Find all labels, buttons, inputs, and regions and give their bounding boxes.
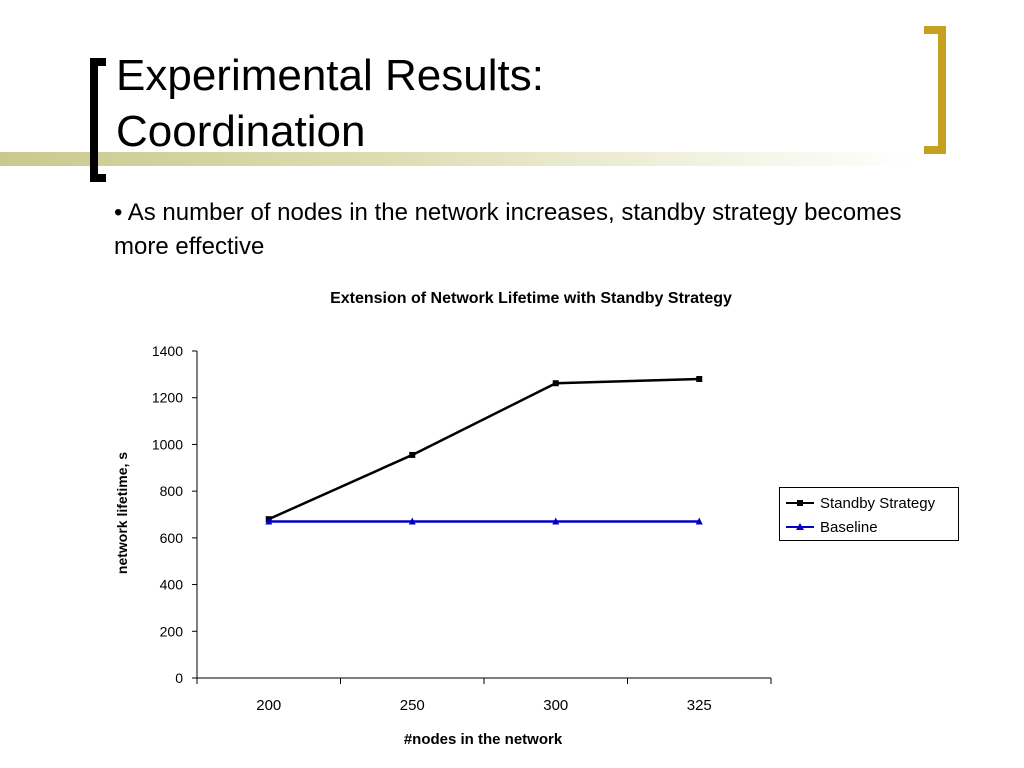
y-axis-label: network lifetime, s bbox=[114, 452, 130, 574]
y-tick-label: 200 bbox=[160, 623, 184, 639]
y-tick-label: 1200 bbox=[152, 390, 183, 406]
x-tick-label: 250 bbox=[400, 697, 425, 714]
data-point-standby bbox=[409, 451, 416, 458]
legend-label-baseline: Baseline bbox=[820, 518, 878, 536]
y-tick-label: 600 bbox=[160, 530, 184, 546]
legend-swatch-standby bbox=[786, 498, 814, 508]
data-point-baseline bbox=[552, 517, 560, 525]
series-line-standby bbox=[268, 377, 700, 521]
x-axis-label: #nodes in the network bbox=[404, 731, 563, 748]
y-tick-label: 1400 bbox=[152, 343, 183, 359]
slide-title-line1: Experimental Results: bbox=[116, 51, 544, 100]
legend-item-baseline: Baseline bbox=[786, 517, 878, 537]
plot-area: 0 200 400 600 800 1000 1200 1400 200 250 300 325 bbox=[152, 343, 772, 714]
data-point-baseline bbox=[695, 517, 703, 525]
y-tick-label: 0 bbox=[175, 670, 183, 686]
right-bracket-decoration bbox=[924, 26, 946, 154]
legend-label-standby: Standby Strategy bbox=[820, 494, 936, 512]
left-bracket-decoration bbox=[90, 58, 106, 182]
y-tick-label: 400 bbox=[160, 577, 184, 593]
data-point-baseline bbox=[265, 517, 273, 525]
y-tick-label: 1000 bbox=[152, 436, 183, 452]
x-tick-label: 325 bbox=[687, 697, 712, 714]
x-tick-label: 200 bbox=[256, 697, 281, 714]
data-point-standby bbox=[696, 376, 703, 383]
chart-legend: Standby Strategy Baseline bbox=[779, 487, 959, 541]
legend-item-standby: Standby Strategy bbox=[786, 493, 935, 513]
bullet-text: • As number of nodes in the network incr… bbox=[114, 199, 902, 260]
line-chart: Extension of Network Lifetime with Stand… bbox=[114, 290, 772, 748]
slide-title: Experimental Results: Coordination bbox=[116, 48, 816, 160]
data-point-standby bbox=[552, 380, 559, 387]
chart-title: Extension of Network Lifetime with Stand… bbox=[330, 290, 732, 307]
decorative-bar bbox=[0, 152, 920, 166]
data-point-baseline bbox=[408, 517, 416, 525]
x-tick-label: 300 bbox=[543, 697, 568, 714]
legend-swatch-baseline bbox=[786, 522, 814, 532]
slide-title-line2: Coordination bbox=[116, 107, 366, 156]
y-tick-label: 800 bbox=[160, 483, 184, 499]
